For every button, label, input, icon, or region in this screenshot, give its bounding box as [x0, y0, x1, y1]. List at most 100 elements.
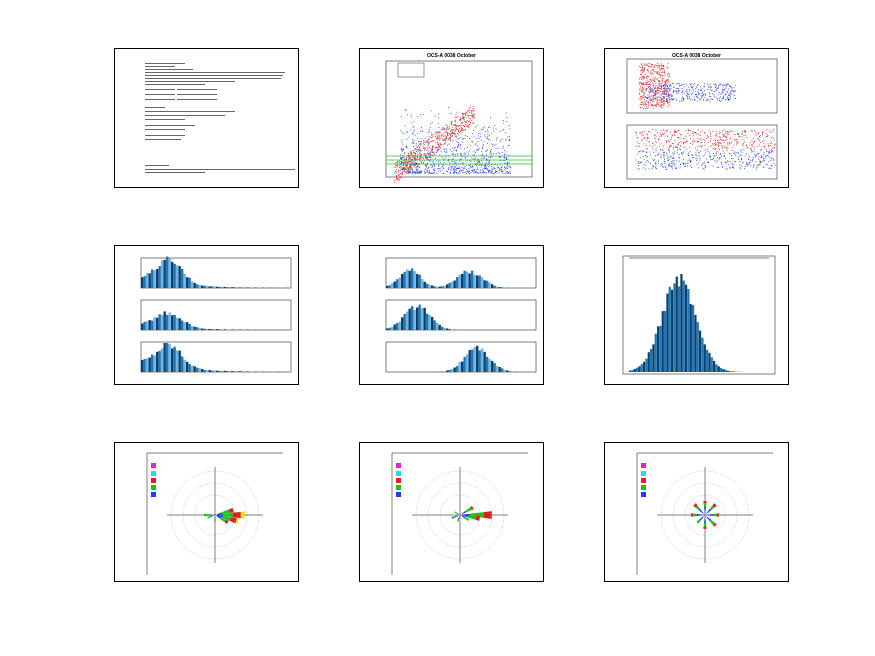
scatter-point	[438, 145, 440, 147]
scatter-point	[659, 105, 661, 107]
scatter-point	[723, 133, 725, 135]
scatter-point	[690, 83, 691, 85]
scatter-point	[399, 179, 401, 180]
thumbnail-scatter-stacked[interactable]: OCS-A 0038 October	[604, 48, 789, 188]
scatter-point	[427, 131, 429, 133]
scatter-point	[398, 167, 400, 169]
scatter-point	[483, 141, 485, 143]
histogram-bar	[448, 369, 451, 372]
scatter-point	[642, 167, 644, 169]
thumbnail-text-summary[interactable]	[114, 48, 299, 188]
scatter-point	[460, 154, 462, 156]
scatter-point	[443, 159, 445, 161]
scatter-point	[462, 123, 464, 125]
thumbnail-hist-stacked-2[interactable]	[359, 245, 544, 385]
scatter-point	[671, 83, 673, 84]
scatter-point	[715, 90, 717, 92]
scatter-point	[707, 162, 709, 163]
scatter-point	[770, 165, 772, 167]
scatter-point	[758, 156, 760, 158]
scatter-point	[662, 95, 664, 97]
scatter-point	[425, 166, 427, 168]
scatter-point	[704, 139, 706, 141]
scatter-point	[458, 172, 460, 174]
scatter-point	[759, 142, 761, 143]
rose-petal	[695, 505, 701, 511]
thumbnail-rose-1[interactable]	[114, 442, 299, 582]
scatter-point	[718, 142, 720, 143]
thumbnail-hist-single[interactable]	[604, 245, 789, 385]
scatter-point	[460, 152, 462, 154]
scatter-point	[647, 137, 649, 139]
scatter-point	[694, 99, 696, 101]
scatter-point	[763, 166, 765, 168]
scatter-point	[471, 157, 473, 159]
scatter-point	[745, 134, 747, 136]
scatter-point	[645, 83, 647, 84]
scatter-point	[431, 150, 433, 152]
scatter-point	[469, 122, 471, 124]
scatter-point	[648, 168, 650, 170]
histogram-bar	[193, 366, 196, 372]
scatter-point	[663, 103, 665, 105]
histogram-bar	[682, 280, 685, 372]
scatter-point	[432, 145, 434, 147]
scatter-point	[445, 138, 446, 140]
scatter-point	[662, 80, 664, 82]
scatter-point	[469, 124, 470, 125]
scatter-point	[416, 149, 418, 151]
scatter-point	[728, 98, 730, 100]
scatter-point	[486, 159, 488, 160]
scatter-point	[710, 86, 712, 88]
scatter-point	[454, 160, 456, 162]
scatter-point	[652, 91, 654, 93]
scatter-point	[418, 172, 420, 174]
scatter-point	[412, 133, 413, 135]
thumbnail-scatter-hs-tp[interactable]: OCS-A 0038 October	[359, 48, 544, 188]
scatter-point	[471, 113, 473, 115]
scatter-point	[716, 99, 718, 101]
rose-petal	[451, 516, 455, 520]
scatter-point	[662, 145, 664, 147]
scatter-point	[724, 157, 726, 159]
scatter-point	[444, 135, 446, 136]
scatter-point	[667, 103, 669, 105]
scatter-point	[400, 157, 402, 159]
histogram-bar	[411, 306, 414, 330]
scatter-point	[685, 142, 686, 144]
scatter-point	[409, 157, 411, 159]
scatter-point	[453, 169, 455, 171]
scatter-point	[461, 122, 463, 123]
scatter-point	[499, 170, 500, 171]
scatter-point	[668, 79, 670, 81]
scatter-point	[508, 136, 510, 138]
scatter-point	[667, 163, 669, 165]
histogram-bar	[471, 270, 474, 288]
scatter-point	[733, 90, 735, 91]
scatter-point	[484, 164, 486, 166]
scatter-point	[657, 100, 659, 102]
scatter-point	[684, 92, 685, 94]
scatter-point	[700, 89, 702, 91]
scatter-point	[470, 121, 472, 123]
scatter-point	[423, 152, 425, 154]
histogram-bar	[213, 329, 216, 330]
thumbnail-hist-stacked-1[interactable]	[114, 245, 299, 385]
scatter-point	[658, 96, 660, 98]
scatter-point	[425, 156, 427, 158]
scatter-point	[671, 168, 673, 170]
rose-petal	[693, 503, 698, 508]
scatter-point	[668, 81, 670, 83]
scatter-point	[674, 132, 676, 133]
scatter-point	[667, 91, 669, 93]
scatter-point	[714, 134, 716, 136]
scatter-point	[509, 172, 511, 174]
scatter-point	[759, 135, 761, 137]
scatter-point	[471, 133, 473, 135]
scatter-point	[716, 152, 717, 154]
scatter-point	[721, 165, 723, 167]
scatter-point	[468, 168, 470, 170]
thumbnail-rose-2[interactable]	[359, 442, 544, 582]
thumbnail-rose-3[interactable]	[604, 442, 789, 582]
scatter-point	[472, 154, 474, 156]
